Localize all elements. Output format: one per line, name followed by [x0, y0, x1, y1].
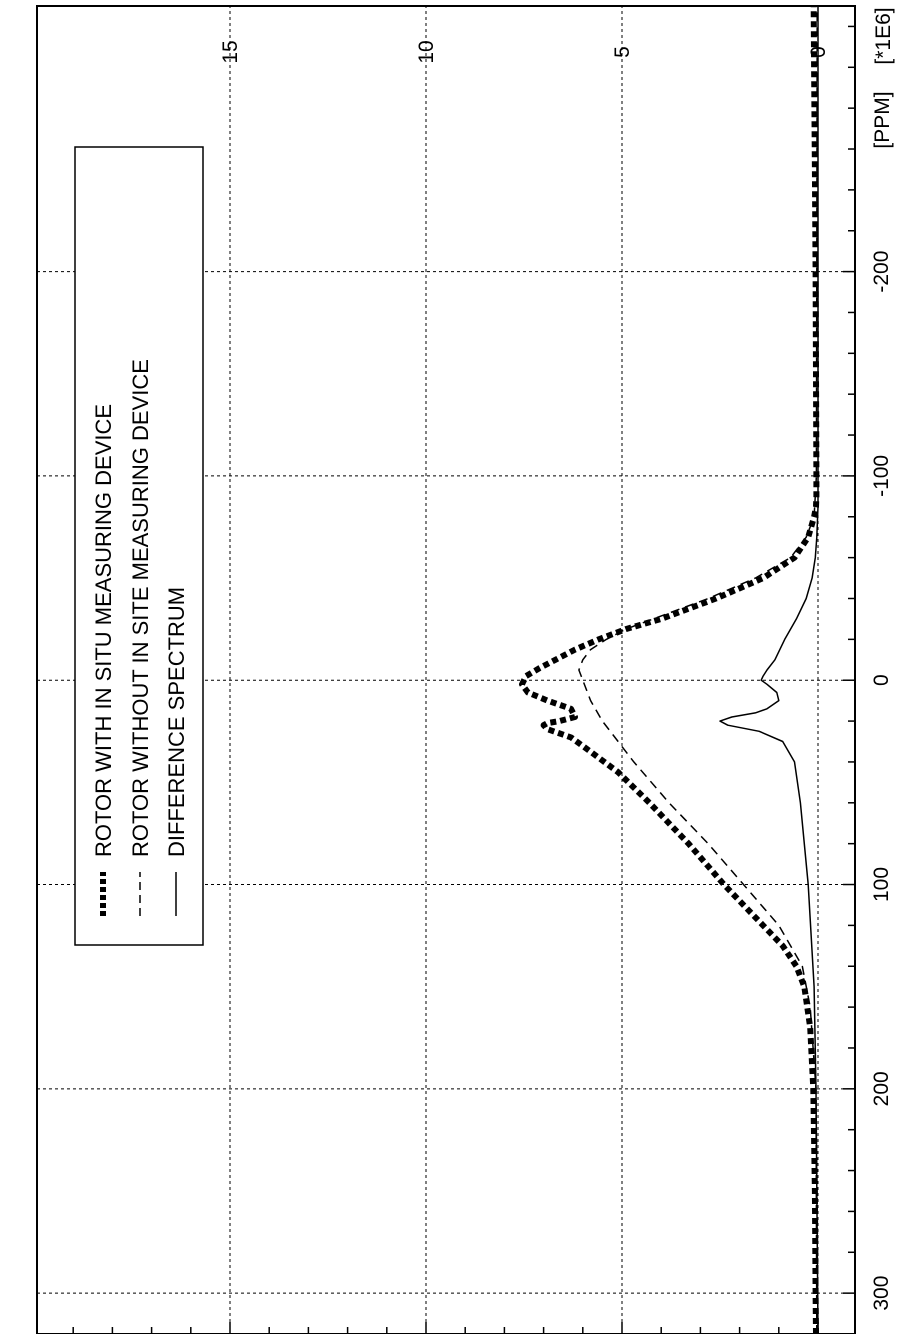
series-line-thick-dotted: [519, 5, 820, 1334]
series-line-solid: [719, 6, 819, 1334]
tick-layer: [72, 25, 855, 1334]
plot-area: [36, 5, 856, 1334]
y-tick-label: 15: [219, 40, 242, 63]
x-tick-label: -200: [870, 251, 893, 293]
series-line-dashed: [578, 5, 818, 1334]
y-tick-label: 0: [807, 46, 830, 58]
legend-box: [74, 146, 204, 946]
plot-frame: [36, 5, 856, 1334]
series-layer: [519, 5, 820, 1334]
y-unit-label: [*1E6]: [872, 7, 895, 64]
tick-label-layer: 300 200 100 0 -100 -200 0 5 10 15: [219, 40, 893, 1310]
legend: ROTOR WITH IN SITU MEASURING DEVICE ROTO…: [74, 146, 204, 946]
x-tick-label: 0: [870, 674, 893, 686]
legend-label-difference: DIFFERENCE SPECTRUM: [164, 587, 189, 857]
legend-label-with-device: ROTOR WITH IN SITU MEASURING DEVICE: [91, 404, 116, 857]
x-tick-label: 300: [870, 1276, 893, 1311]
y-tick-label: 5: [611, 46, 634, 58]
legend-label-without-device: ROTOR WITHOUT IN SITE MEASURING DEVICE: [128, 359, 153, 857]
x-tick-label: 100: [870, 867, 893, 902]
x-unit-label: [PPM]: [871, 91, 894, 148]
y-tick-label: 10: [415, 40, 438, 63]
x-tick-label: -100: [870, 455, 893, 497]
x-tick-label: 200: [870, 1071, 893, 1106]
